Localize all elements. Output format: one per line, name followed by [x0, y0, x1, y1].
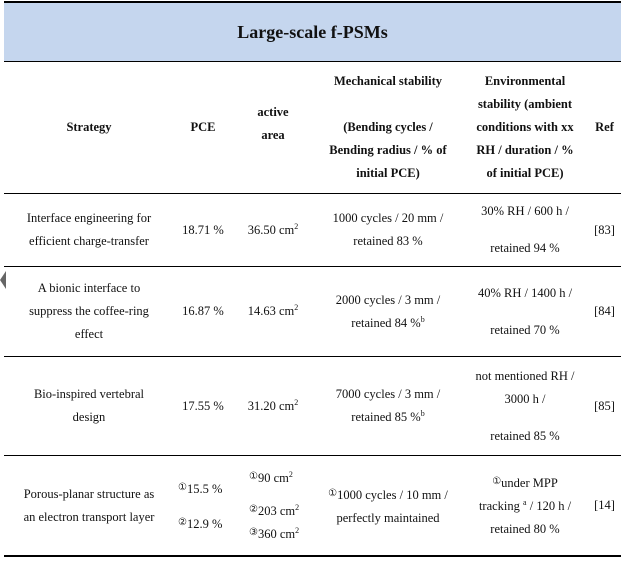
- row3-mechanical-stability: 7000 cycles / 3 mm / retained 85 %b: [335, 387, 441, 424]
- header-strategy: Strategy: [66, 120, 112, 134]
- row4-environmental-stability: ①under MPP tracking a / 120 h / retained…: [478, 476, 572, 536]
- header-environmental-stability: Environmental stability (ambient conditi…: [476, 74, 574, 180]
- row4-mechanical-stability: ①1000 cycles / 10 mm / perfectly maintai…: [328, 487, 448, 525]
- row1-strategy: Interface engineering for efficient char…: [26, 211, 152, 248]
- rule-row-3: [4, 455, 621, 456]
- table: Large-scale f-PSMs Strategy PCE active a…: [4, 0, 621, 560]
- row3-strategy: Bio-inspired vertebral design: [33, 387, 145, 424]
- row2-ref: [84]: [594, 304, 615, 318]
- row2-strategy: A bionic interface to suppress the coffe…: [29, 281, 149, 341]
- row1-ref: [83]: [594, 222, 615, 237]
- row2-mechanical-stability: 2000 cycles / 3 mm / retained 84 %b: [335, 292, 441, 330]
- row4-ref: [14]: [594, 498, 615, 512]
- header-active-area: active area: [257, 105, 289, 142]
- rule-header-bottom: [4, 193, 621, 194]
- row4-strategy: Porous-planar structure as an electron t…: [23, 486, 155, 524]
- row1-active-area: 36.50 cm2: [247, 221, 299, 237]
- row4-active-area: ①90 cm2 ②203 cm2 ③360 cm2: [249, 469, 300, 541]
- row1-environmental-stability: 30% RH / 600 h / retained 94 %: [481, 204, 569, 255]
- row2-environmental-stability: 40% RH / 1400 h / retained 70 %: [477, 285, 573, 337]
- row3-pce: 17.55 %: [182, 398, 224, 413]
- header-mechanical-stability: Mechanical stability (Bending cycles / B…: [329, 74, 447, 180]
- table-title-bar: Large-scale f-PSMs: [4, 1, 621, 61]
- row3-ref: [85]: [594, 398, 615, 413]
- rule-row-1: [4, 266, 621, 267]
- header-ref: Ref: [595, 120, 614, 134]
- page-edge-marker: [0, 271, 6, 289]
- header-pce: PCE: [190, 120, 216, 134]
- rule-header-top: [4, 61, 621, 62]
- table-title: Large-scale f-PSMs: [237, 21, 388, 42]
- row3-active-area: 31.20 cm2: [247, 397, 299, 413]
- rule-row-2: [4, 356, 621, 357]
- row1-pce: 18.71 %: [182, 222, 224, 237]
- row3-environmental-stability: not mentioned RH / 3000 h / retained 85 …: [475, 368, 575, 443]
- rule-table-bottom: [4, 555, 621, 557]
- row4-pce: ①15.5 % ②12.9 %: [178, 481, 223, 531]
- row2-active-area: 14.63 cm2: [247, 302, 299, 318]
- row2-pce: 16.87 %: [182, 304, 224, 318]
- row1-mechanical-stability: 1000 cycles / 20 mm / retained 83 %: [332, 211, 444, 248]
